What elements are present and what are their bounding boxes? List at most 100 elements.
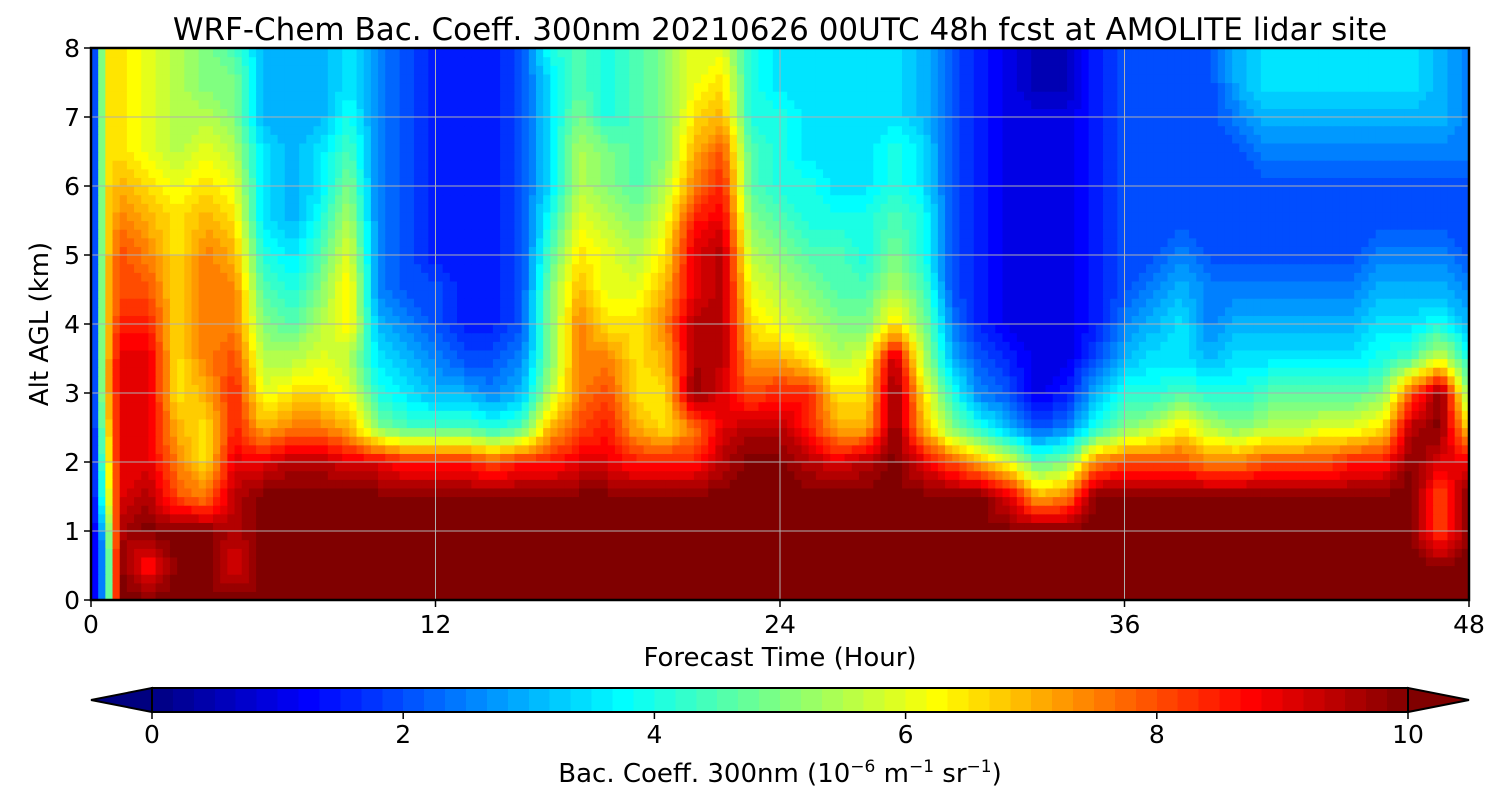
- heatmap-cell: [327, 479, 336, 489]
- heatmap-cell: [1167, 505, 1176, 515]
- heatmap-cell: [758, 479, 767, 489]
- heatmap-cell: [507, 505, 516, 515]
- heatmap-cell: [528, 565, 537, 575]
- heatmap-cell: [916, 384, 925, 394]
- heatmap-cell: [356, 427, 365, 437]
- heatmap-cell: [248, 470, 257, 480]
- heatmap-cell: [780, 522, 788, 532]
- heatmap-cell: [1210, 453, 1219, 463]
- heatmap-cell: [772, 582, 781, 592]
- heatmap-cell: [1318, 591, 1327, 600]
- heatmap-cell: [349, 384, 358, 394]
- heatmap-cell: [830, 565, 839, 575]
- heatmap-cell: [191, 548, 200, 558]
- heatmap-cell: [945, 453, 953, 463]
- heatmap-cell: [1210, 522, 1219, 532]
- heatmap-cell: [823, 427, 831, 437]
- heatmap-cell: [1397, 410, 1406, 420]
- heatmap-cell: [657, 393, 666, 403]
- heatmap-cell: [256, 591, 264, 600]
- heatmap-cell: [1059, 513, 1068, 523]
- heatmap-cell: [1045, 539, 1054, 549]
- heatmap-cell: [815, 453, 824, 463]
- heatmap-cell: [169, 513, 178, 523]
- heatmap-cell: [1418, 462, 1427, 472]
- heatmap-cell: [1117, 539, 1126, 549]
- heatmap-cell: [1181, 427, 1190, 437]
- heatmap-cell: [1397, 522, 1406, 532]
- heatmap-cell: [1124, 453, 1133, 463]
- heatmap-cell: [471, 393, 480, 403]
- heatmap-cell: [1390, 548, 1398, 558]
- heatmap-cell: [155, 539, 164, 549]
- heatmap-cell: [1368, 436, 1377, 446]
- heatmap-cell: [270, 487, 279, 498]
- heatmap-cell: [808, 505, 817, 515]
- heatmap-cell: [1268, 418, 1276, 429]
- heatmap-cell: [406, 505, 415, 515]
- heatmap-cell: [1081, 436, 1090, 446]
- heatmap-cell: [1253, 513, 1262, 523]
- heatmap-cell: [1332, 591, 1341, 600]
- heatmap-cell: [858, 375, 867, 385]
- heatmap-cell: [729, 556, 738, 567]
- heatmap-cell: [729, 375, 738, 385]
- heatmap-cell: [413, 487, 422, 498]
- heatmap-cell: [1397, 427, 1406, 437]
- heatmap-cell: [1203, 591, 1212, 600]
- heatmap-cell: [593, 505, 602, 515]
- heatmap-cell: [1045, 470, 1054, 480]
- heatmap-cell: [593, 513, 602, 523]
- heatmap-cell: [772, 591, 781, 600]
- heatmap-cell: [693, 401, 702, 411]
- heatmap-cell: [937, 401, 946, 411]
- heatmap-cell: [966, 479, 975, 489]
- heatmap-cell: [428, 462, 437, 472]
- heatmap-cell: [155, 496, 164, 506]
- heatmap-cell: [349, 496, 358, 506]
- heatmap-cell: [349, 479, 358, 489]
- heatmap-cell: [492, 436, 501, 446]
- heatmap-cell: [1095, 410, 1104, 420]
- heatmap-cell: [464, 565, 472, 575]
- heatmap-cell: [119, 496, 128, 506]
- heatmap-cell: [1339, 556, 1348, 567]
- heatmap-cell: [442, 410, 451, 420]
- heatmap-cell: [500, 487, 508, 498]
- heatmap-cell: [514, 401, 523, 411]
- heatmap-cell: [980, 539, 989, 549]
- heatmap-cell: [1325, 375, 1334, 385]
- heatmap-cell: [399, 582, 408, 592]
- heatmap-cell: [1368, 479, 1377, 489]
- heatmap-cell: [220, 410, 228, 420]
- heatmap-cell: [787, 384, 795, 394]
- heatmap-cell: [722, 470, 731, 480]
- heatmap-cell: [213, 410, 221, 420]
- heatmap-cell: [306, 591, 315, 600]
- heatmap-cell: [248, 539, 257, 549]
- heatmap-cell: [1404, 444, 1413, 454]
- heatmap-cell: [571, 513, 580, 523]
- heatmap-cell: [1189, 436, 1197, 446]
- heatmap-cell: [1009, 582, 1018, 592]
- heatmap-cell: [693, 384, 702, 394]
- heatmap-cell: [421, 522, 429, 532]
- heatmap-cell: [1375, 410, 1384, 420]
- heatmap-cell: [428, 444, 437, 454]
- heatmap-cell: [1368, 548, 1377, 558]
- heatmap-cell: [923, 479, 932, 489]
- heatmap-cell: [141, 401, 150, 411]
- heatmap-cell: [650, 401, 659, 411]
- heatmap-cell: [363, 548, 372, 558]
- heatmap-cell: [708, 513, 717, 523]
- heatmap-cell: [1433, 548, 1441, 558]
- heatmap-cell: [1067, 384, 1075, 394]
- heatmap-cell: [234, 548, 243, 558]
- heatmap-cell: [514, 505, 523, 515]
- heatmap-cell: [392, 591, 401, 600]
- heatmap-cell: [291, 401, 300, 411]
- heatmap-cell: [1174, 470, 1183, 480]
- heatmap-cell: [1425, 453, 1434, 463]
- heatmap-cell: [643, 427, 652, 437]
- heatmap-cell: [995, 479, 1004, 489]
